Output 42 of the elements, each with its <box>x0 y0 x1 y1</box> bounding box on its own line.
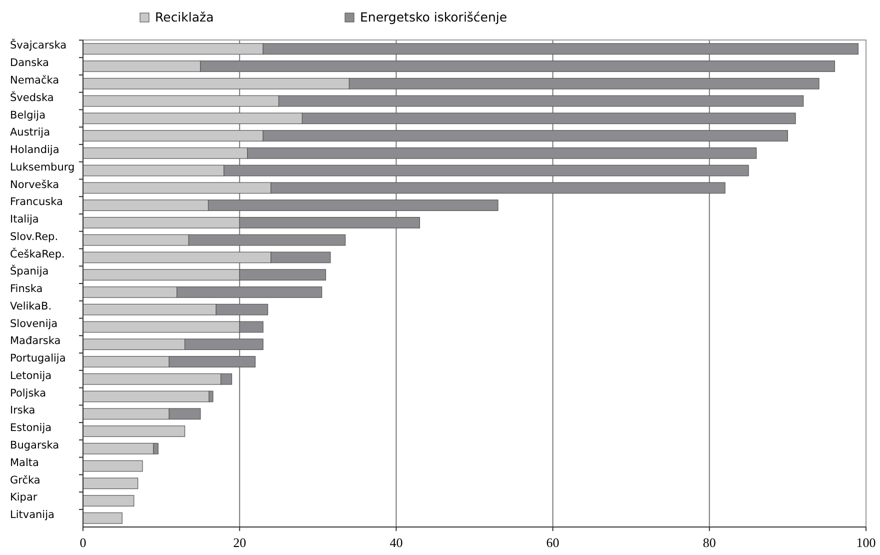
y-tick-label: ČeškaRep. <box>10 247 65 260</box>
y-tick-label: Finska <box>10 283 43 296</box>
y-tick-label: Holandija <box>10 144 60 156</box>
y-tick-label: Slovenija <box>10 318 58 330</box>
y-tick-label: Malta <box>10 456 39 469</box>
y-tick-label: Grčka <box>10 474 40 486</box>
x-tick-label: 60 <box>546 535 560 550</box>
y-tick-label: Litvanija <box>10 509 54 522</box>
y-tick-label: Švedska <box>10 90 54 104</box>
y-tick-label: Belgija <box>10 109 46 122</box>
y-tick-label: Poljska <box>10 387 46 400</box>
y-tick-label: Portugalija <box>10 352 66 365</box>
y-tick-label: Mađarska <box>10 335 61 348</box>
bar <box>82 390 210 402</box>
y-tick-label: Luksemburg <box>10 161 75 174</box>
y-tick-label: VelikaB. <box>10 300 52 312</box>
bar <box>82 478 138 490</box>
y-tick-label: Španija <box>10 264 49 278</box>
legend-label: Reciklaža <box>155 9 214 24</box>
y-tick-label: Francuska <box>10 196 63 208</box>
bar <box>82 512 122 524</box>
x-tick-label: 80 <box>702 535 716 550</box>
y-tick-label: Norveška <box>10 178 60 191</box>
y-tick-label: Letonija <box>10 370 52 382</box>
bar <box>82 426 186 437</box>
y-tick-label: Švajcarska <box>10 38 67 52</box>
y-tick-label: Nemačka <box>10 74 60 86</box>
legend-label: Energetsko iskorišćenje <box>360 9 508 24</box>
bar <box>82 460 143 472</box>
x-tick-label: 100 <box>856 535 876 550</box>
x-tick-label: 20 <box>233 535 246 550</box>
y-tick-label: Danska <box>10 57 49 70</box>
x-tick-label: 0 <box>80 535 86 550</box>
y-tick-label: Estonija <box>10 422 52 434</box>
y-tick-label: Irska <box>10 404 36 417</box>
bar <box>82 495 134 506</box>
y-tick-label: Austrija <box>10 126 50 139</box>
y-tick-label: Kipar <box>10 492 38 504</box>
y-tick-label: Italija <box>10 214 39 226</box>
x-tick-label: 40 <box>390 535 403 550</box>
y-tick-label: Slov.Rep. <box>10 230 58 243</box>
y-tick-label: Bugarska <box>10 439 60 452</box>
